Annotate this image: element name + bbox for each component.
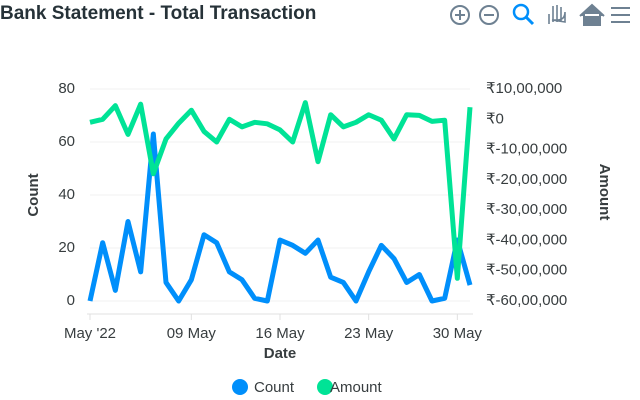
y-tick-label: 0 bbox=[67, 292, 75, 309]
y-tick-label: 20 bbox=[58, 239, 75, 256]
menu[interactable] bbox=[611, 7, 630, 23]
legend-marker bbox=[317, 379, 333, 395]
line-series bbox=[89, 100, 473, 281]
y-tick-label: 40 bbox=[58, 186, 75, 203]
y2-tick-label: ₹-10,00,000 bbox=[486, 141, 567, 158]
x-axis-title: Date bbox=[264, 345, 297, 362]
y-tick-label: 80 bbox=[58, 80, 75, 97]
legend-item: Count bbox=[232, 379, 295, 396]
y2-tick-label: ₹-50,00,000 bbox=[486, 262, 567, 279]
y2-tick-label: ₹0 bbox=[486, 110, 504, 127]
legend-marker bbox=[232, 379, 248, 395]
x-tick-label: May '22 bbox=[64, 325, 116, 342]
pan[interactable] bbox=[548, 5, 566, 24]
line-series bbox=[87, 131, 473, 304]
toolbar[interactable] bbox=[450, 3, 630, 26]
y2-axis-title: Amount bbox=[596, 164, 613, 221]
y2-tick-label: ₹-30,00,000 bbox=[486, 201, 567, 218]
y-axis-title: Count bbox=[25, 173, 42, 216]
legend-item: Amount bbox=[317, 379, 383, 396]
zoom[interactable] bbox=[512, 3, 530, 21]
reset[interactable] bbox=[579, 3, 605, 26]
y-tick-label: 60 bbox=[58, 133, 75, 150]
y2-tick-label: ₹-40,00,000 bbox=[486, 231, 567, 248]
zoom-in[interactable] bbox=[450, 5, 470, 25]
y2-tick-label: ₹-60,00,000 bbox=[486, 292, 567, 309]
y2-tick-label: ₹-20,00,000 bbox=[486, 171, 567, 188]
zoom-out[interactable] bbox=[479, 5, 499, 25]
x-tick-label: 16 May bbox=[255, 325, 305, 342]
legend-label: Count bbox=[254, 379, 295, 396]
x-tick-label: 23 May bbox=[344, 325, 394, 342]
x-tick-label: 30 May bbox=[433, 325, 483, 342]
chart-title: Bank Statement - Total Transaction bbox=[0, 3, 316, 24]
legend-label: Amount bbox=[330, 379, 383, 396]
y2-tick-label: ₹10,00,000 bbox=[486, 80, 562, 97]
x-tick-label: 09 May bbox=[167, 325, 217, 342]
